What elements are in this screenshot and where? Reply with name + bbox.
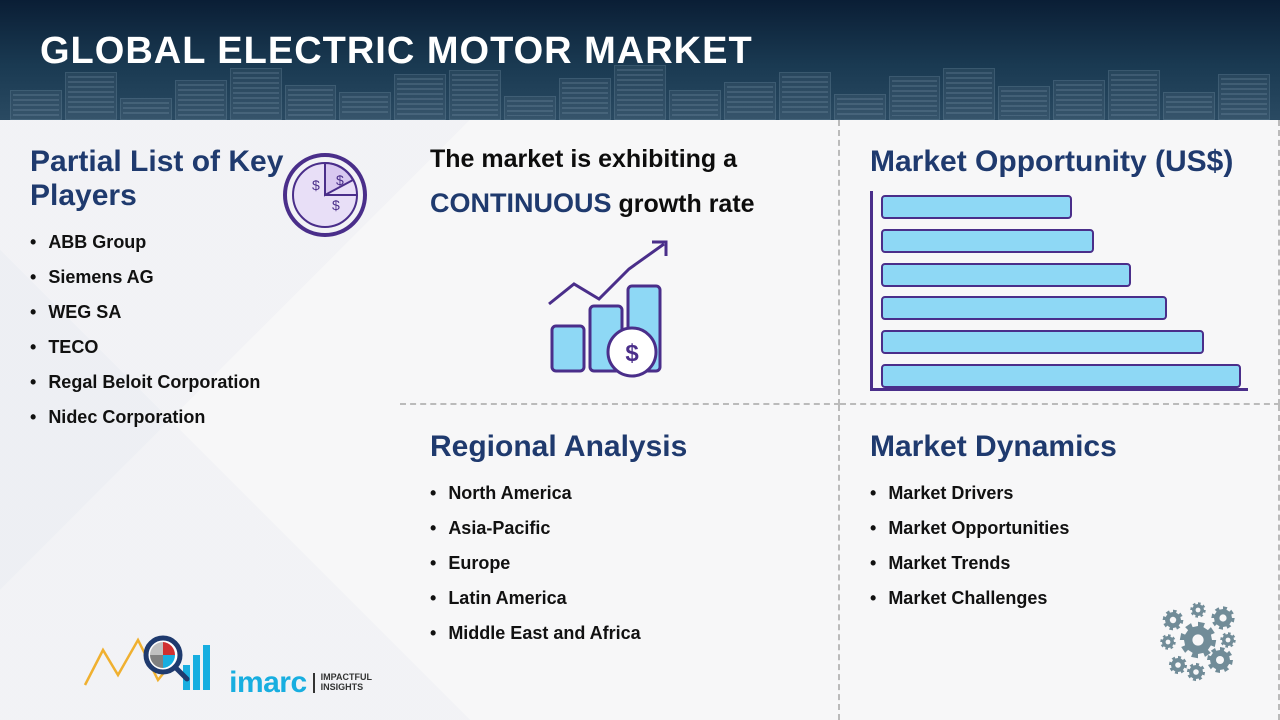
list-item: Nidec Corporation [30, 400, 370, 435]
regional-panel: Regional Analysis North AmericaAsia-Paci… [400, 405, 840, 720]
opportunity-bar [881, 330, 1204, 354]
growth-chart-icon: $ [430, 234, 808, 384]
list-item: Latin America [430, 581, 808, 616]
growth-continuous-word: CONTINUOUS [430, 188, 612, 218]
players-panel: Partial List of Key Players ABB GroupSie… [0, 120, 400, 720]
pie-dollar-icon: $ $ $ [280, 150, 370, 245]
svg-text:$: $ [625, 340, 639, 367]
dynamics-heading: Market Dynamics [870, 430, 1248, 464]
content-grid: The market is exhibiting a CONTINUOUS gr… [0, 120, 1280, 720]
list-item: TECO [30, 330, 370, 365]
regional-list: North AmericaAsia-PacificEuropeLatin Ame… [430, 476, 808, 651]
brand-logo: imarc IMPACTFUL INSIGHTS [83, 630, 372, 700]
opportunity-bar [881, 195, 1072, 219]
gears-icon [1138, 580, 1258, 700]
page-title: GLOBAL ELECTRIC MOTOR MARKET [40, 30, 753, 73]
dynamics-panel: Market Dynamics Market DriversMarket Opp… [840, 405, 1280, 720]
header-banner: GLOBAL ELECTRIC MOTOR MARKET [0, 0, 1280, 120]
opportunity-bar-chart [870, 191, 1248, 391]
growth-line1: The market is exhibiting a [430, 145, 808, 174]
opportunity-bar [881, 229, 1094, 253]
logo-tagline2: INSIGHTS [321, 683, 372, 693]
list-item: Siemens AG [30, 260, 370, 295]
list-item: Middle East and Africa [430, 616, 808, 651]
list-item: Market Drivers [870, 476, 1248, 511]
opportunity-bar [881, 263, 1131, 287]
svg-text:$: $ [336, 172, 344, 188]
list-item: Market Trends [870, 546, 1248, 581]
logo-chart-icon [83, 630, 223, 700]
players-list: ABB GroupSiemens AGWEG SATECORegal Beloi… [30, 225, 370, 435]
list-item: Regal Beloit Corporation [30, 365, 370, 400]
list-item: Market Opportunities [870, 511, 1248, 546]
opportunity-bar [881, 364, 1241, 388]
skyline-decoration [0, 65, 1280, 120]
regional-heading: Regional Analysis [430, 430, 808, 464]
list-item: North America [430, 476, 808, 511]
growth-line2-rest: growth rate [612, 190, 755, 218]
list-item: Europe [430, 546, 808, 581]
opportunity-heading: Market Opportunity (US$) [870, 145, 1248, 179]
opportunity-bar [881, 296, 1167, 320]
svg-text:$: $ [332, 197, 340, 213]
opportunity-panel: Market Opportunity (US$) [840, 120, 1280, 405]
list-item: WEG SA [30, 295, 370, 330]
logo-brand-text: imarc [229, 666, 307, 700]
growth-panel: The market is exhibiting a CONTINUOUS gr… [400, 120, 840, 405]
list-item: Asia-Pacific [430, 511, 808, 546]
svg-text:$: $ [312, 177, 320, 193]
